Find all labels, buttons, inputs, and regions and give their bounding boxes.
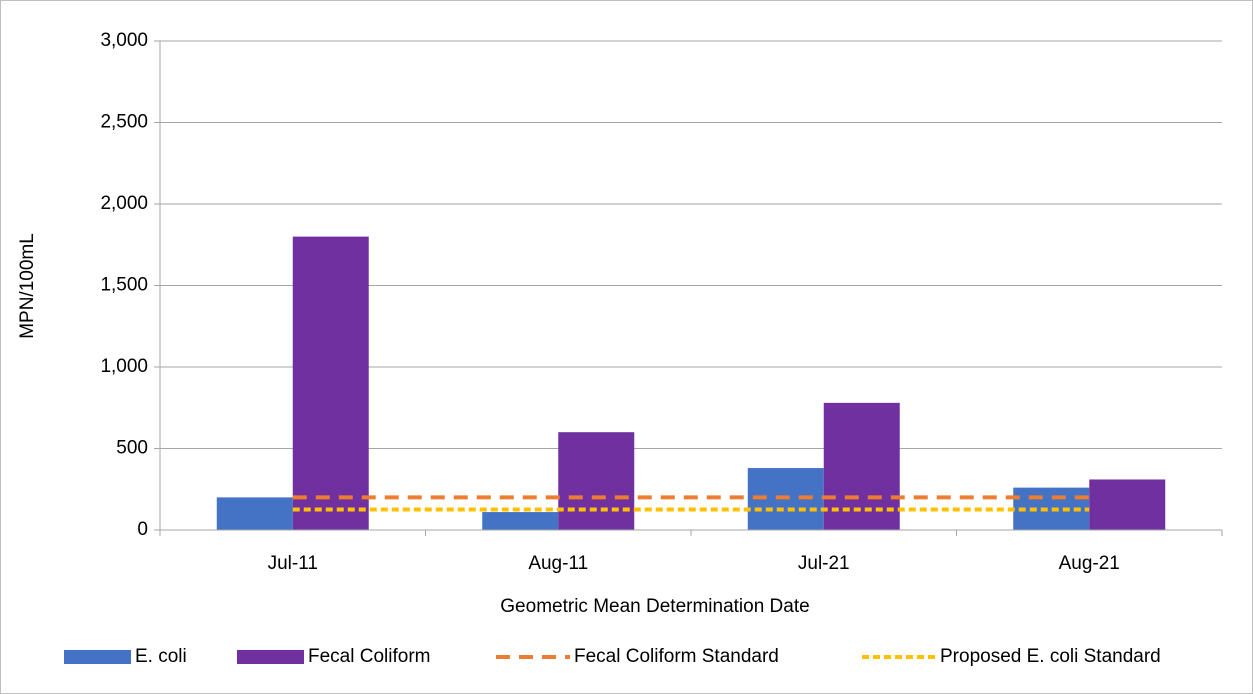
bar [292,236,369,530]
bar [482,512,559,530]
legend-swatch [64,650,131,664]
x-axis-label: Geometric Mean Determination Date [500,596,809,617]
y-tick-label: 500 [116,438,148,459]
y-tick-label: 1,000 [100,356,148,377]
y-tick-label: 3,000 [100,30,148,51]
x-tick-label: Jul-11 [268,553,318,574]
y-axis-label: MPN/100mL [17,233,38,339]
bar [558,432,635,530]
y-tick-label: 2,000 [100,193,148,214]
legend-label: Proposed E. coli Standard [940,646,1161,667]
bar [216,497,293,530]
y-tick-label: 0 [137,519,148,540]
legend-label: Fecal Coliform [308,646,430,667]
x-tick-label: Jul-21 [798,553,850,574]
legend-label: E. coli [135,646,187,667]
y-tick-label: 2,500 [100,112,148,133]
legend-swatch [237,650,304,664]
legend-label: Fecal Coliform Standard [574,646,779,667]
y-tick-label: 1,500 [100,275,148,296]
x-tick-label: Aug-11 [528,553,588,574]
x-tick-label: Aug-21 [1059,553,1120,574]
bar [1089,479,1166,530]
